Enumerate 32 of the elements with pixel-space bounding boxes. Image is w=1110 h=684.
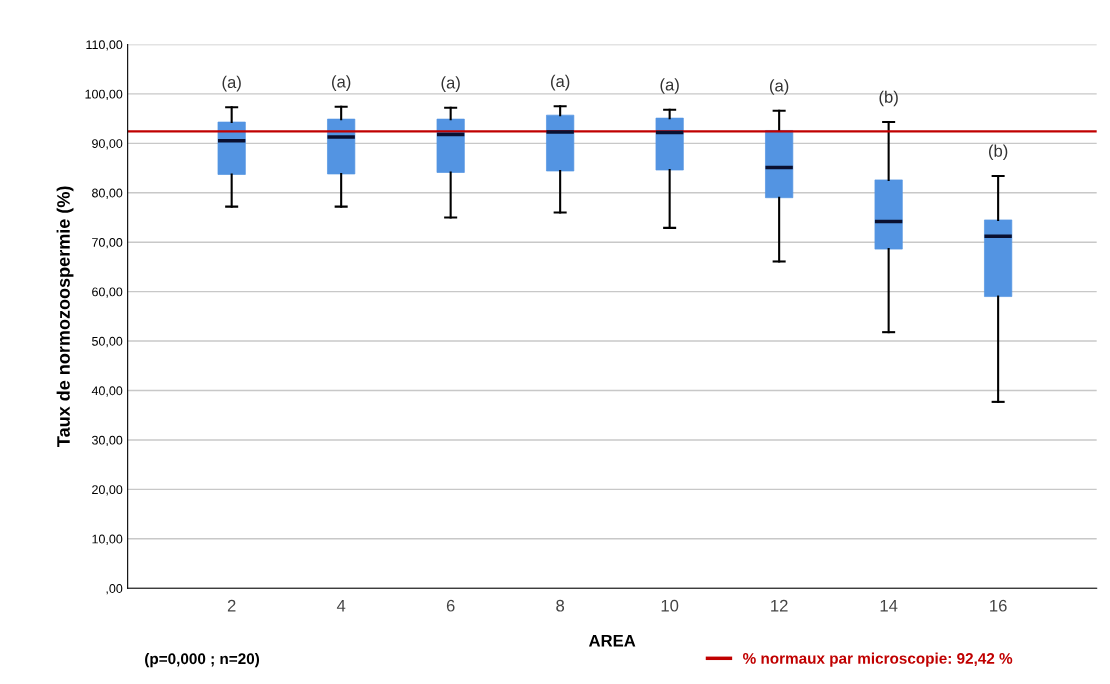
x-tick-label: 8 [556, 599, 565, 612]
annotation: (a) [660, 78, 679, 94]
annotation: (a) [222, 75, 241, 92]
y-tick-label: 110,00 [86, 40, 123, 51]
annotation: (a) [769, 79, 789, 95]
x-tick-label: 16 [990, 599, 1007, 612]
y-tick-label: 30,00 [91, 435, 123, 447]
y-tick-label: 40,00 [91, 386, 123, 397]
x-tick-label: 14 [880, 599, 898, 612]
text: (p=0,000 ; n=20) [145, 652, 260, 668]
annotation: (a) [332, 75, 351, 91]
x-tick-label: 12 [771, 599, 788, 612]
y-tick-label: ,00 [106, 584, 123, 595]
y-tick-label: 70,00 [92, 238, 123, 249]
y-tick-label: 20,00 [92, 485, 123, 496]
annotation: (b) [879, 90, 898, 107]
y-tick-label: 50,00 [92, 336, 123, 348]
x-axis-title: AREA [588, 634, 636, 647]
x-tick-label: 10 [661, 599, 679, 612]
x-tick-label: 2 [227, 599, 236, 612]
y-tick-label: 90,00 [92, 139, 123, 150]
y-tick-label: 80,00 [92, 188, 123, 199]
y-axis-title: Taux de normozoospermie (%) [56, 186, 74, 447]
x-tick-label: 4 [336, 599, 346, 612]
annotation: (b) [988, 144, 1008, 161]
x-tick-label: 6 [446, 599, 455, 612]
y-tick-label: 100,00 [85, 89, 123, 101]
y-tick-label: 60,00 [92, 287, 123, 298]
annotation: (a) [441, 76, 460, 92]
legend-label: % normaux par microscopie: 92,42 % [743, 652, 1013, 667]
annotation: (a) [551, 74, 570, 91]
y-tick-label: 10,00 [92, 534, 123, 545]
